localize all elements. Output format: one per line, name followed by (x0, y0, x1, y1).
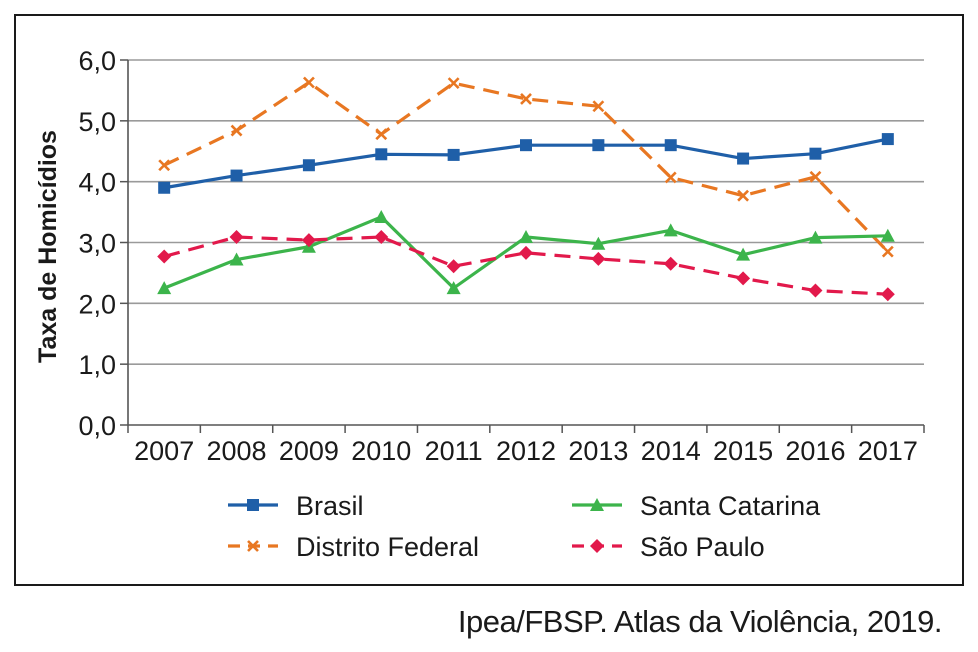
data-point-distrito-federal (737, 189, 750, 202)
x-marker-stroke (230, 124, 243, 137)
x-marker-stroke (302, 76, 315, 89)
legend-swatch-marker (590, 498, 604, 511)
x-marker-stroke (520, 93, 532, 105)
series-lines (157, 76, 895, 302)
data-point-sao-paulo (446, 259, 461, 274)
data-point-brasil (302, 159, 315, 172)
x-marker-stroke (881, 245, 894, 258)
series-line-sao-paulo (163, 235, 888, 296)
data-point-brasil (158, 181, 171, 194)
x-tick-label: 2007 (134, 436, 194, 466)
data-point-distrito-federal (447, 77, 460, 90)
data-point-brasil (881, 133, 894, 146)
x-marker-stroke (737, 189, 750, 202)
x-marker-stroke (809, 170, 822, 183)
x-tick-label: 2012 (496, 436, 556, 466)
data-point-santa-catarina (663, 223, 678, 237)
legend-label: São Paulo (640, 532, 765, 562)
legend-label: Brasil (296, 491, 364, 521)
axes: 0,0 1,0 2,0 3,0 4,0 5,0 6,0 2007 2008 2009 2010 201… (34, 46, 925, 466)
data-point-distrito-federal (375, 128, 388, 141)
data-point-distrito-federal (158, 159, 171, 172)
x-marker-stroke (158, 159, 171, 172)
legend-label: Distrito Federal (296, 532, 479, 562)
data-point-santa-catarina (157, 281, 172, 295)
legend-item-santa-catarina: Santa Catarina (572, 491, 821, 521)
legend-swatch-marker (247, 499, 259, 511)
x-marker-stroke (592, 100, 605, 113)
chart-frame (14, 14, 964, 586)
data-point-brasil (520, 139, 532, 152)
legend-swatch-marker (590, 539, 604, 553)
series-sao-paulo (157, 230, 895, 302)
legend: Brasil Distrito Federal Santa Catarina São … (228, 491, 821, 562)
x-tick-label: 2011 (425, 436, 483, 466)
data-point-santa-catarina (446, 281, 461, 295)
source-caption: Ipea/FBSP. Atlas da Violência, 2019. (457, 604, 943, 639)
data-point-distrito-federal (520, 93, 532, 105)
legend-item-brasil: Brasil (228, 491, 364, 521)
x-marker-stroke (447, 77, 460, 90)
data-point-distrito-federal (664, 171, 677, 184)
data-point-brasil (375, 148, 388, 161)
y-tick-label: 2,0 (78, 289, 116, 319)
legend-item-sao-paulo: São Paulo (572, 532, 765, 562)
data-point-sao-paulo (663, 256, 678, 271)
data-point-brasil (447, 148, 460, 161)
x-tick-label: 2010 (351, 436, 411, 466)
data-point-santa-catarina (736, 247, 751, 261)
data-point-sao-paulo (229, 230, 244, 245)
data-point-sao-paulo (519, 245, 533, 260)
x-tick-label: 2008 (207, 436, 267, 466)
x-tick-label: 2017 (858, 436, 918, 466)
data-point-distrito-federal (881, 245, 894, 258)
series-brasil (158, 133, 894, 194)
series-santa-catarina (157, 209, 895, 295)
y-tick-label: 3,0 (78, 229, 116, 259)
y-tick-label: 1,0 (78, 350, 116, 380)
y-axis-label: Taxa de Homicídios (34, 130, 62, 363)
data-point-sao-paulo (157, 249, 172, 264)
legend-label: Santa Catarina (640, 491, 821, 521)
data-point-sao-paulo (808, 283, 823, 298)
data-point-santa-catarina (808, 230, 823, 244)
data-point-sao-paulo (736, 271, 751, 286)
data-point-distrito-federal (230, 124, 243, 137)
data-point-santa-catarina (880, 228, 895, 242)
data-point-brasil (809, 147, 822, 160)
x-marker-stroke (375, 128, 388, 141)
data-point-santa-catarina (374, 209, 389, 223)
data-point-sao-paulo (374, 230, 389, 245)
y-tick-label: 0,0 (78, 411, 116, 441)
x-tick-label: 2014 (641, 436, 701, 466)
series-line-distrito-federal (163, 80, 889, 253)
x-tick-label: 2009 (279, 436, 339, 466)
data-point-brasil (664, 139, 677, 152)
data-point-sao-paulo (301, 233, 316, 248)
data-point-distrito-federal (302, 76, 315, 89)
data-point-distrito-federal (592, 100, 605, 113)
y-tick-label: 6,0 (78, 46, 116, 76)
data-point-brasil (230, 169, 243, 182)
legend-item-distrito-federal: Distrito Federal (228, 532, 479, 562)
gridlines (128, 59, 924, 365)
data-point-brasil (737, 152, 750, 165)
legend-swatch-marker (247, 540, 259, 552)
series-distrito-federal (158, 76, 894, 258)
data-point-santa-catarina (591, 236, 606, 250)
y-tick-label: 4,0 (78, 168, 116, 198)
x-tick-label: 2016 (785, 436, 845, 466)
data-point-sao-paulo (591, 251, 606, 266)
x-tick-label: 2015 (713, 436, 773, 466)
data-point-brasil (592, 139, 605, 152)
data-point-distrito-federal (809, 170, 822, 183)
x-marker-stroke (247, 540, 259, 552)
data-point-santa-catarina (519, 230, 533, 244)
x-marker-stroke (664, 171, 677, 184)
data-point-santa-catarina (229, 252, 244, 266)
x-tick-label: 2013 (568, 436, 628, 466)
y-tick-label: 5,0 (78, 107, 116, 137)
data-point-sao-paulo (880, 287, 895, 302)
